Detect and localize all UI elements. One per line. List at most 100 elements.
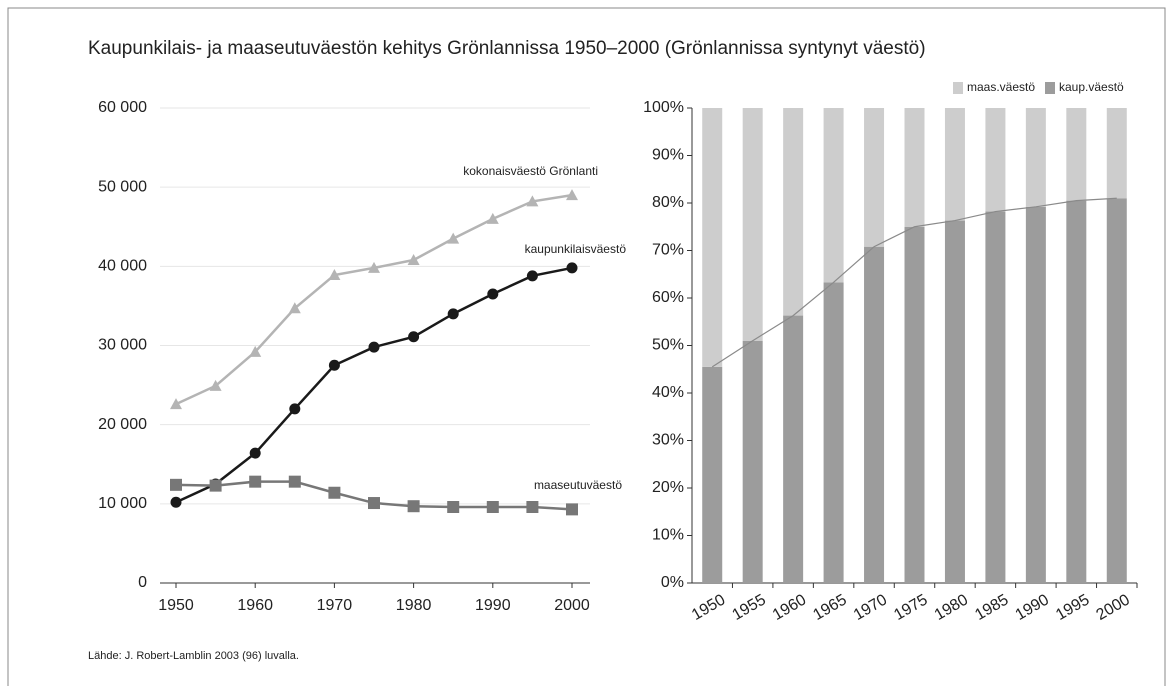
point <box>209 479 222 492</box>
x-tick-label: 1985 <box>972 591 1011 624</box>
y-tick-label: 90% <box>652 147 684 164</box>
y-tick-label: 40 000 <box>98 258 147 275</box>
point <box>566 189 578 201</box>
y-tick-label: 0 <box>138 574 147 591</box>
point <box>566 262 578 274</box>
x-tick-label: 1965 <box>810 591 849 624</box>
bar-segment <box>823 108 844 283</box>
point <box>249 447 261 459</box>
bar-segment <box>823 282 844 583</box>
x-tick-label: 1960 <box>770 591 809 624</box>
bar-segment <box>1025 108 1046 207</box>
y-tick-label: 40% <box>652 384 684 401</box>
y-tick-label: 60% <box>652 289 684 306</box>
x-tick-label: 1950 <box>158 597 194 614</box>
point <box>486 501 499 513</box>
x-tick-label: 1950 <box>689 591 728 624</box>
y-tick-label: 80% <box>652 194 684 211</box>
x-tick-label: 1970 <box>317 597 353 614</box>
point <box>289 403 301 415</box>
point <box>407 500 420 513</box>
bar-segment <box>1025 206 1046 584</box>
x-tick-label: 1990 <box>475 597 511 614</box>
legend-label: kaup.väestö <box>1059 80 1124 94</box>
x-tick-label: 1960 <box>237 597 273 614</box>
point <box>288 302 301 314</box>
x-tick-label: 1970 <box>851 591 890 624</box>
y-tick-label: 30% <box>652 432 684 449</box>
point <box>328 486 341 499</box>
y-tick-label: 100% <box>643 99 684 116</box>
point <box>170 478 182 491</box>
point <box>486 212 499 224</box>
legend-swatch <box>1045 82 1055 94</box>
x-tick-label: 2000 <box>1094 591 1133 624</box>
bar-segment <box>1066 200 1087 583</box>
point <box>328 359 340 371</box>
x-tick-label: 2000 <box>554 597 590 614</box>
bar-segment <box>783 108 804 316</box>
y-tick-label: 10 000 <box>98 495 147 512</box>
point <box>209 379 222 391</box>
x-tick-label: 1990 <box>1013 591 1052 624</box>
point <box>249 345 262 357</box>
point <box>368 497 380 510</box>
x-tick-label: 1980 <box>932 591 971 624</box>
x-tick-label: 1975 <box>891 591 930 624</box>
bar-segment <box>864 246 885 583</box>
point <box>526 270 538 282</box>
bar-segment <box>944 108 965 221</box>
point <box>249 475 262 488</box>
series-line <box>175 193 573 406</box>
point <box>447 501 460 513</box>
bar-segment <box>1066 108 1087 201</box>
bar-segment <box>783 315 804 583</box>
point <box>288 475 301 488</box>
y-tick-label: 70% <box>652 242 684 259</box>
x-tick-label: 1995 <box>1053 591 1092 624</box>
bar-segment <box>904 108 925 227</box>
series-label: maaseutuväestö <box>534 478 622 492</box>
bar-segment <box>702 366 723 583</box>
bar-segment <box>864 108 885 247</box>
series-line <box>175 266 573 504</box>
y-tick-label: 10% <box>652 527 684 544</box>
point <box>447 232 460 244</box>
frame <box>7 7 1166 686</box>
point <box>407 254 420 265</box>
bar-segment <box>742 108 763 341</box>
legend-label: maas.väestö <box>967 80 1035 94</box>
bar-segment <box>1106 108 1127 199</box>
bar-segment <box>904 226 925 583</box>
point <box>408 331 420 343</box>
legend-swatch <box>953 82 963 94</box>
x-tick-label: 1980 <box>396 597 432 614</box>
point <box>368 261 380 273</box>
y-tick-label: 0% <box>661 574 684 591</box>
bar-segment <box>985 211 1006 584</box>
point <box>368 341 380 353</box>
bar-segment <box>1106 198 1127 583</box>
bar-segment <box>944 220 965 583</box>
y-tick-label: 50% <box>652 337 684 354</box>
trend-line <box>711 197 1117 368</box>
chart-title: Kaupunkilais- ja maaseutuväestön kehitys… <box>88 38 926 59</box>
bar-segment <box>702 108 723 367</box>
point <box>447 308 459 320</box>
y-tick-label: 20% <box>652 479 684 496</box>
y-tick-label: 50 000 <box>98 178 147 195</box>
point <box>170 496 182 508</box>
y-tick-label: 20 000 <box>98 416 147 433</box>
series-label: kaupunkilaisväestö <box>525 242 627 256</box>
point <box>526 195 539 207</box>
y-tick-label: 60 000 <box>98 99 147 116</box>
y-tick-label: 30 000 <box>98 337 147 354</box>
point <box>566 503 578 516</box>
bar-segment <box>985 108 1006 212</box>
point <box>487 288 499 300</box>
series-label: kokonaisväestö Grönlanti <box>463 164 598 178</box>
source-note: Lähde: J. Robert-Lamblin 2003 (96) luval… <box>88 650 299 662</box>
point <box>328 269 341 281</box>
bar-segment <box>742 340 763 583</box>
